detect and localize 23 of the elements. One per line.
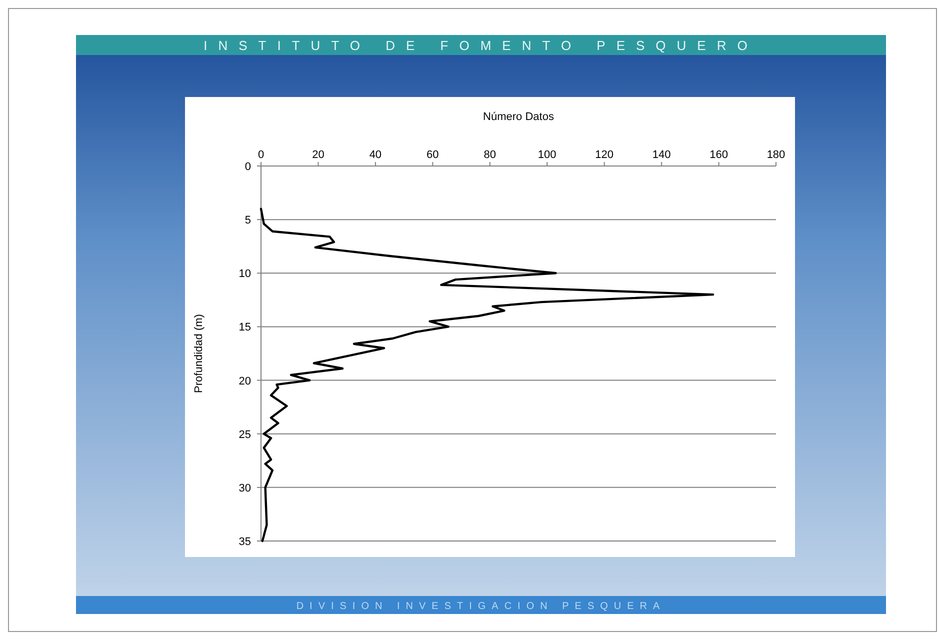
line-series <box>260 208 714 542</box>
text: DIVISION INVESTIGACION PESQUERA <box>296 601 666 612</box>
x-tick-label: 20 <box>312 149 324 161</box>
y-tick-label: 20 <box>238 375 251 388</box>
y-tick-label: 35 <box>238 536 251 548</box>
y-tick-label: 30 <box>238 482 251 494</box>
x-tick-label: 0 <box>258 149 264 161</box>
x-tick-label: 120 <box>595 149 614 161</box>
y-tick-label: 0 <box>244 161 251 173</box>
x-tick-label: 40 <box>369 149 382 161</box>
x-tick-label: 80 <box>484 149 496 161</box>
x-tick-label: 180 <box>766 149 786 161</box>
y-tick-label: 25 <box>238 428 251 441</box>
x-tick-label: 160 <box>710 149 728 161</box>
x-tick-label: 60 <box>426 149 439 161</box>
x-tick-label: 140 <box>652 149 671 161</box>
y-tick-label: 5 <box>244 214 251 227</box>
y-tick-label: 10 <box>238 268 251 280</box>
y-axis-title: Profundidad (m) <box>193 314 205 393</box>
chart-title: INSTITUTO DE FOMENTO PESQUERO <box>204 38 758 53</box>
x-tick-label: 100 <box>538 149 556 161</box>
x-axis-title: Número Datos <box>483 111 554 123</box>
y-tick-label: 15 <box>238 322 251 334</box>
